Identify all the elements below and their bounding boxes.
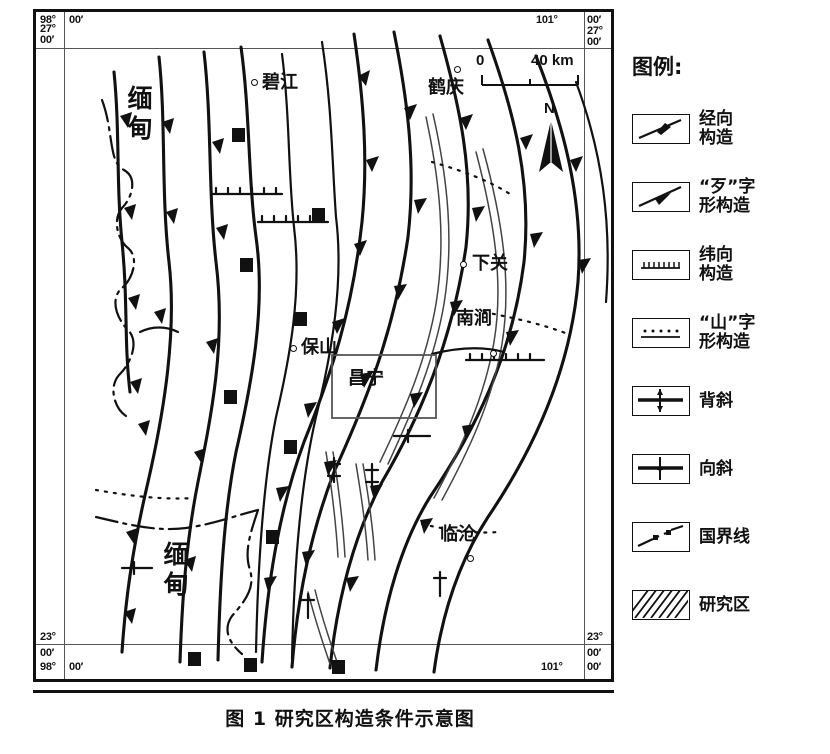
legend-item-latitudinal-structure[interactable]: 纬向 构造	[632, 231, 830, 299]
figure-area: .f { fill:none; stroke:#111; stroke-widt…	[33, 9, 830, 682]
graticule-line-right	[584, 12, 585, 679]
graticule-label-bottom-left-lat-min: 00′	[40, 648, 54, 659]
tl-lat-deg: 27°	[40, 23, 56, 35]
legend-item-label: 纬向 构造	[699, 245, 733, 284]
city-marker-baoshan	[290, 345, 297, 352]
graticule-label-top-left-lat-min: 00′	[40, 35, 54, 46]
tr-lon-min: 00′	[587, 14, 601, 26]
legend-item-eta-shaped-structure[interactable]: “歹”字 形构造	[632, 163, 830, 231]
legend-item-label: 背斜	[699, 390, 733, 411]
country-line-2: 甸	[127, 114, 153, 143]
map-canvas: .f { fill:none; stroke:#111; stroke-widt…	[36, 12, 611, 679]
br-lat-deg: 23°	[587, 631, 603, 643]
city-label-baoshan: 保山	[301, 337, 337, 358]
graticule-label-top-left-lat-deg: 27°	[40, 24, 56, 35]
graticule-label-bottom-right-lon: 101°	[541, 662, 563, 673]
study-area-icon	[632, 590, 690, 620]
graticule-label-bottom-left-lon-min: 00′	[69, 662, 83, 673]
graticule-label-bottom-right-lat-deg: 23°	[587, 632, 603, 643]
city-marker-bijiang	[251, 79, 258, 86]
country-label-myanmar-south: 缅 甸	[156, 540, 196, 600]
legend-title: 图例:	[632, 55, 683, 79]
legend-item-label: “歹”字 形构造	[699, 177, 756, 216]
city-marker-lincang	[467, 555, 474, 562]
tr-lat-min: 00′	[587, 36, 601, 48]
tl-lon-min: 00′	[69, 14, 83, 26]
tr-lon: 101°	[536, 14, 558, 26]
map-frame: .f { fill:none; stroke:#111; stroke-widt…	[33, 9, 614, 682]
bl-lon: 98°	[40, 661, 56, 673]
br-lon: 101°	[541, 661, 563, 673]
city-label-bijiang: 碧江	[262, 72, 298, 93]
legend-item-syncline[interactable]: 向斜	[632, 435, 830, 503]
scale-bar: 0 40 km	[466, 52, 606, 88]
latitudinal-structure-icon	[632, 250, 690, 280]
city-marker-heqing	[454, 66, 461, 73]
graticule-label-top-right-lat-deg: 27°	[587, 26, 603, 37]
legend-item-study-area[interactable]: 研究区	[632, 571, 830, 639]
scale-start-label: 0	[476, 52, 485, 69]
meridional-structure-icon	[632, 114, 690, 144]
legend-item-national-boundary[interactable]: 国界线	[632, 503, 830, 571]
bl-lat-deg: 23°	[40, 631, 56, 643]
caption-rule	[33, 690, 614, 693]
graticule-label-bottom-right-lon-min: 00′	[587, 662, 601, 673]
legend-item-label: 经向 构造	[699, 109, 733, 148]
city-marker-nanjian	[490, 350, 497, 357]
syncline-icon	[632, 454, 690, 484]
city-label-nanjian: 南涧	[456, 308, 492, 329]
country-label-myanmar-north: 缅 甸	[120, 84, 160, 144]
tr-lat-deg: 27°	[587, 25, 603, 37]
city-label-xiaguan: 下关	[472, 253, 508, 274]
legend-item-label: “山”字 形构造	[699, 313, 756, 352]
graticule-label-bottom-right-lat-min: 00′	[587, 648, 601, 659]
city-label-lincang: 临沧	[440, 524, 476, 545]
shan-shaped-structure-icon	[632, 318, 690, 348]
graticule-label-bottom-left-lon: 98°	[40, 662, 56, 673]
legend-item-shan-shaped-structure[interactable]: “山”字 形构造	[632, 299, 830, 367]
br-lon-min: 00′	[587, 661, 601, 673]
graticule-label-top-left-lon-min: 00′	[69, 15, 83, 26]
eta-shaped-structure-icon	[632, 182, 690, 212]
bl-lon-min: 00′	[69, 661, 83, 673]
city-label-changning: 昌宁	[348, 368, 384, 389]
city-label-heqing: 鹤庆	[428, 77, 464, 98]
graticule-label-top-right-lat-min: 00′	[587, 37, 601, 48]
national-boundary-icon	[632, 522, 690, 552]
country-line-1: 缅	[127, 84, 153, 113]
scale-end-label: 40 km	[531, 52, 574, 69]
north-arrow-label: N	[544, 100, 555, 117]
structure-lines: .f { fill:none; stroke:#111; stroke-widt…	[94, 30, 609, 674]
bl-lat-min: 00′	[40, 647, 54, 659]
scale-bar-graphic	[481, 75, 579, 86]
br-lat-min: 00′	[587, 647, 601, 659]
figure-caption: 图 1 研究区构造条件示意图	[225, 708, 475, 730]
graticule-line-left	[64, 12, 65, 679]
legend-item-label: 国界线	[699, 526, 750, 547]
graticule-label-top-right-lon-min: 00′	[587, 15, 601, 26]
city-marker-xiaguan	[460, 261, 467, 268]
legend-item-anticline[interactable]: 背斜	[632, 367, 830, 435]
north-arrow-icon	[539, 120, 563, 172]
legend-item-label: 研究区	[699, 594, 750, 615]
country-line-2: 甸	[163, 570, 189, 599]
tl-lon: 98°	[40, 14, 56, 26]
legend-item-label: 向斜	[699, 458, 733, 479]
tl-lat-min: 00′	[40, 34, 54, 46]
legend-panel: 图例: 经向 构造	[624, 9, 830, 682]
graticule-label-top-left-lon: 98°	[40, 15, 56, 26]
graticule-label-top-right-lon: 101°	[536, 15, 558, 26]
legend-list: 经向 构造 “歹”字 形构造	[632, 95, 830, 639]
anticline-icon	[632, 386, 690, 416]
graticule-label-bottom-left-lat-deg: 23°	[40, 632, 56, 643]
legend-item-meridional-structure[interactable]: 经向 构造	[632, 95, 830, 163]
country-line-1: 缅	[163, 540, 189, 569]
